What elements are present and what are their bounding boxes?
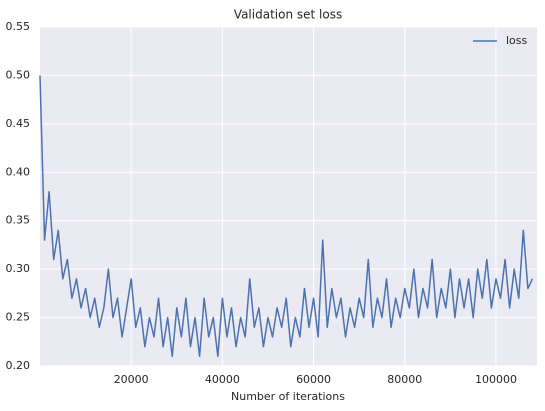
- x-tick-label: 80000: [387, 373, 422, 386]
- y-tick-label: 0.25: [6, 311, 31, 324]
- x-tick-label: 40000: [205, 373, 240, 386]
- y-tick-label: 0.55: [6, 20, 31, 33]
- chart-title: Validation set loss: [234, 8, 342, 22]
- line-series: [39, 75, 534, 358]
- y-tick-label: 0.45: [6, 117, 31, 130]
- y-tick-label: 0.30: [6, 262, 31, 275]
- y-tick-label: 0.40: [6, 165, 31, 178]
- x-tick-label: 60000: [296, 373, 331, 386]
- legend-label: loss: [506, 34, 528, 47]
- y-tick-label: 0.50: [6, 68, 31, 81]
- x-axis-label: Number of iterations: [231, 390, 345, 403]
- x-tick-label: 20000: [114, 373, 149, 386]
- y-tick-label: 0.20: [6, 359, 31, 372]
- x-tick-label: 100000: [475, 373, 517, 386]
- y-tick-label: 0.35: [6, 214, 31, 227]
